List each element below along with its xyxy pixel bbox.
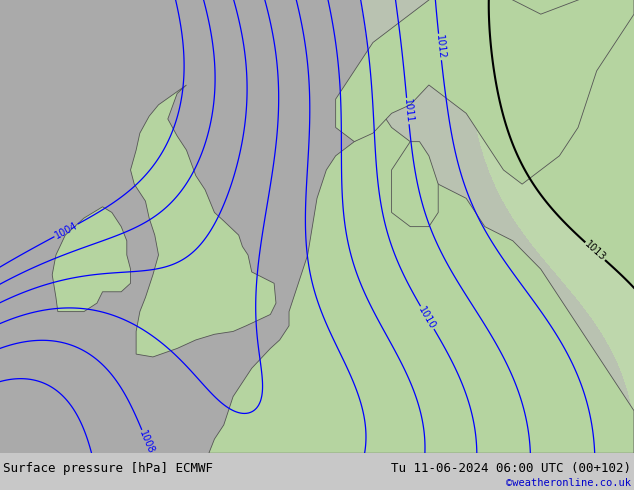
Polygon shape	[392, 142, 438, 226]
Text: Surface pressure [hPa] ECMWF: Surface pressure [hPa] ECMWF	[3, 463, 213, 475]
Polygon shape	[131, 85, 276, 357]
Polygon shape	[335, 0, 634, 184]
Text: 1010: 1010	[417, 304, 437, 331]
Text: ©weatheronline.co.uk: ©weatheronline.co.uk	[506, 478, 631, 488]
Text: 1011: 1011	[402, 98, 414, 124]
Polygon shape	[209, 113, 634, 453]
Text: Tu 11-06-2024 06:00 UTC (00+102): Tu 11-06-2024 06:00 UTC (00+102)	[391, 463, 631, 475]
Polygon shape	[52, 207, 131, 312]
Text: 1008: 1008	[138, 429, 156, 455]
Text: 1013: 1013	[583, 239, 607, 263]
Text: 1004: 1004	[53, 220, 79, 241]
Text: 1012: 1012	[434, 34, 446, 60]
